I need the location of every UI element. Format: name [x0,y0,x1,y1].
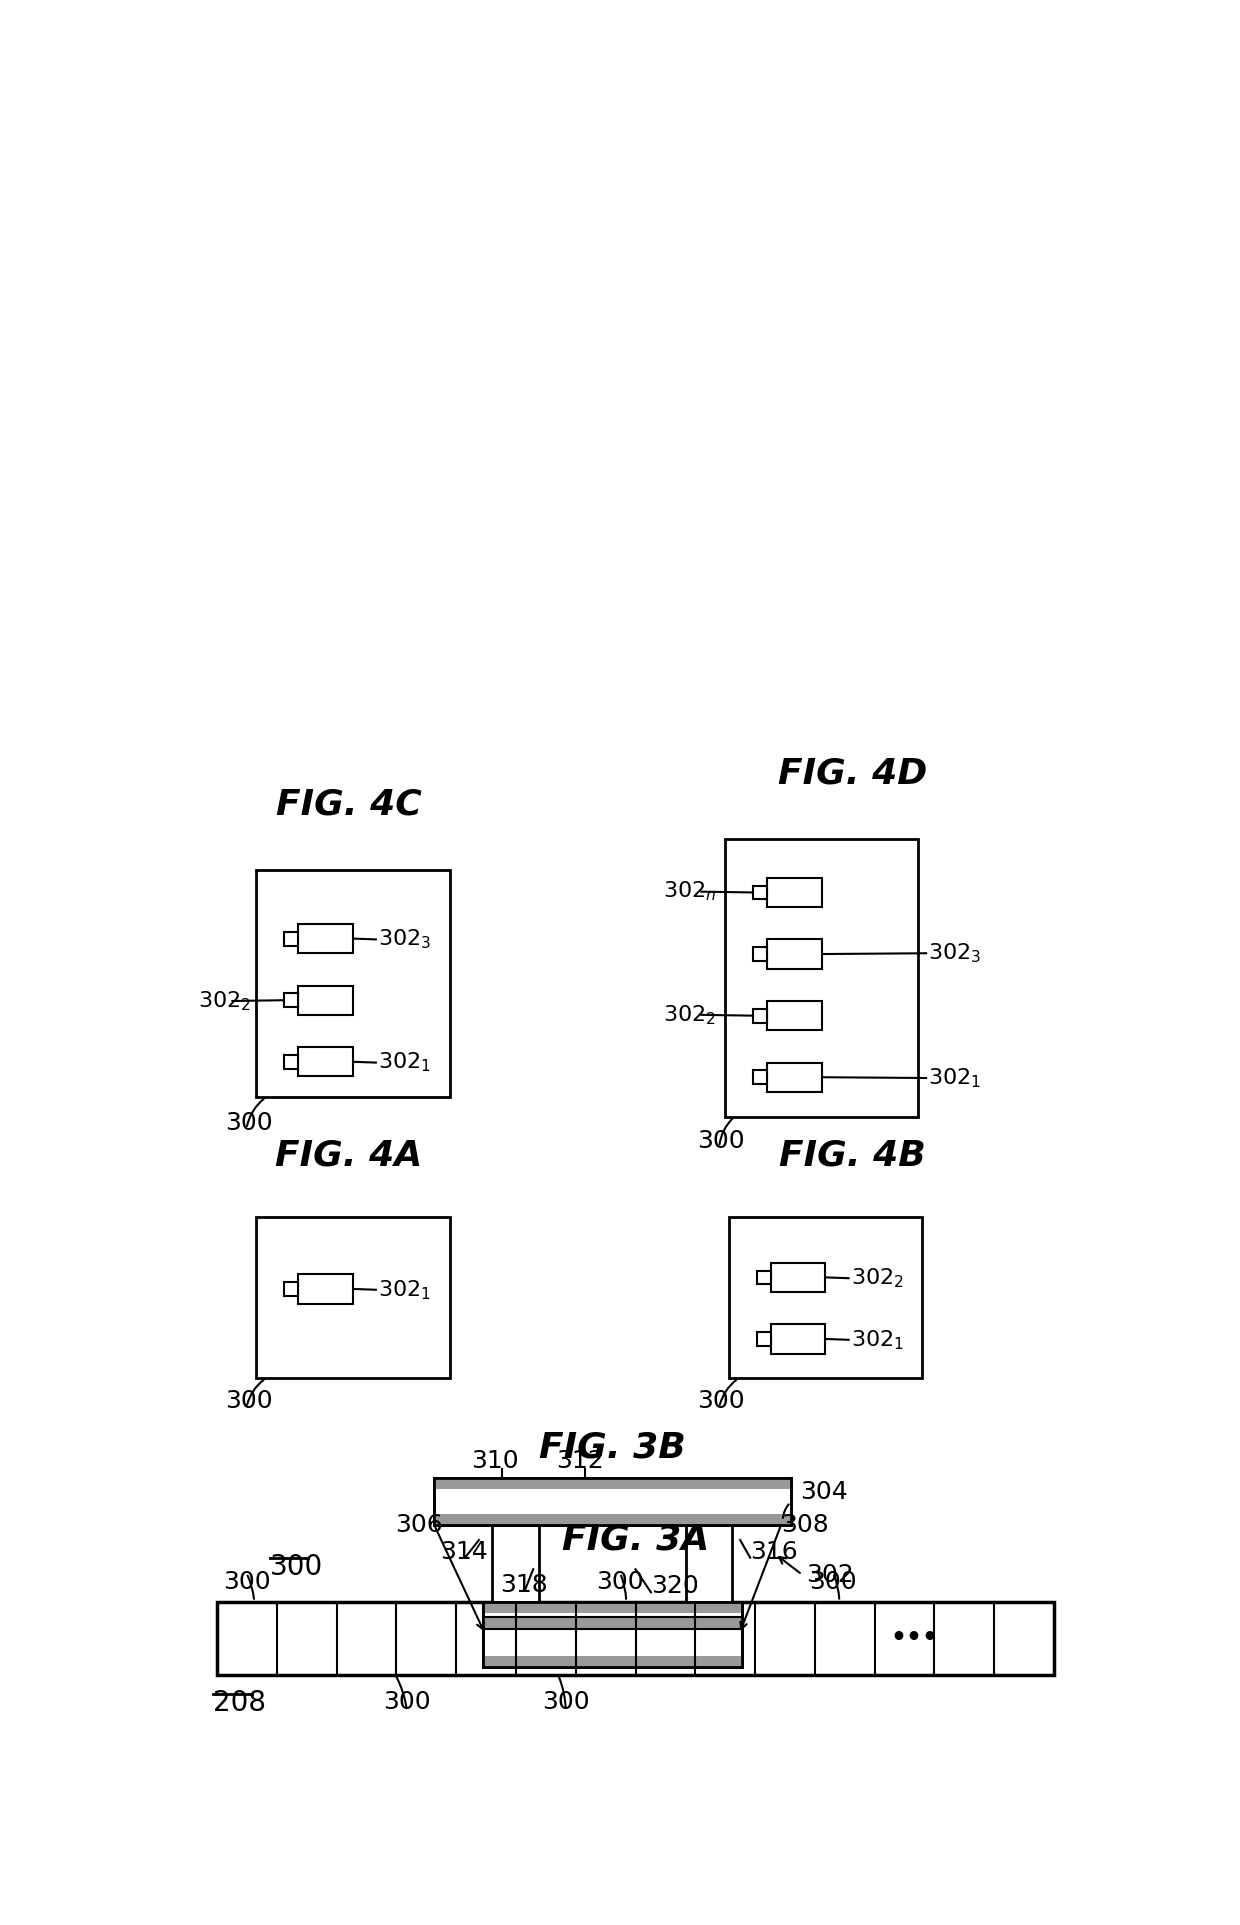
Text: 302$_1$: 302$_1$ [378,1278,432,1301]
Text: FIG. 4A: FIG. 4A [275,1138,423,1172]
Text: 310: 310 [471,1450,518,1473]
Bar [758,1270,771,1284]
Bar [482,1602,742,1667]
Text: 300: 300 [223,1571,270,1594]
Bar [284,1282,299,1296]
Text: 300: 300 [810,1571,857,1594]
Bar [217,1602,1054,1675]
Text: FIG. 4B: FIG. 4B [779,1138,926,1172]
Text: 314: 314 [440,1540,489,1563]
Text: 320: 320 [651,1575,699,1598]
Bar [771,1263,826,1292]
Text: FIG. 4C: FIG. 4C [275,787,422,822]
Text: 316: 316 [750,1540,799,1563]
Text: 302$_2$: 302$_2$ [662,1003,715,1026]
Text: 308: 308 [781,1513,830,1536]
Text: 302$_2$: 302$_2$ [851,1267,904,1290]
Bar [768,878,821,907]
Text: 208: 208 [213,1690,267,1717]
Text: 300: 300 [383,1690,430,1713]
Bar [754,947,768,961]
Bar [768,939,821,968]
Bar [729,1217,923,1378]
Text: 312: 312 [556,1450,604,1473]
Bar [768,1063,821,1091]
Text: 300: 300 [224,1390,273,1413]
Text: •••: ••• [890,1627,939,1650]
Bar [754,1009,768,1022]
Text: 300: 300 [270,1553,322,1580]
Text: 300: 300 [542,1690,589,1713]
Bar [299,924,352,953]
Bar [771,1324,826,1353]
Bar [754,886,768,899]
Bar [299,1274,352,1303]
Bar [255,870,449,1097]
Bar [255,1217,449,1378]
Bar [299,1047,352,1076]
Bar [284,932,299,945]
Text: 302$_3$: 302$_3$ [378,928,432,951]
Text: 304: 304 [800,1480,848,1503]
Bar [434,1478,791,1490]
Text: FIG. 3B: FIG. 3B [539,1430,686,1465]
Text: 300: 300 [596,1571,644,1594]
Text: 302$_1$: 302$_1$ [929,1066,982,1090]
Text: FIG. 4D: FIG. 4D [777,757,928,791]
Bar [299,986,352,1014]
Text: FIG. 3A: FIG. 3A [562,1523,709,1557]
Bar [482,1617,742,1629]
Bar [758,1332,771,1346]
Bar [482,1656,742,1667]
Text: 306: 306 [396,1513,443,1536]
Bar [434,1513,791,1525]
Bar [724,839,919,1116]
Text: 300: 300 [697,1390,745,1413]
Text: 302: 302 [806,1563,854,1586]
Text: 302$_1$: 302$_1$ [378,1051,432,1074]
Bar [768,1001,821,1030]
Bar [492,1525,538,1602]
Bar [284,993,299,1007]
Text: 300: 300 [697,1130,745,1153]
Text: 302$_3$: 302$_3$ [929,941,982,964]
Bar [434,1478,791,1525]
Bar [482,1602,742,1613]
Text: 318: 318 [500,1573,548,1596]
Text: 302$_2$: 302$_2$ [197,989,250,1013]
Text: 300: 300 [224,1111,273,1134]
Text: 302$_1$: 302$_1$ [851,1328,904,1351]
Text: 302$_n$: 302$_n$ [662,880,715,903]
Bar [686,1525,733,1602]
Bar [284,1055,299,1068]
Bar [754,1070,768,1084]
